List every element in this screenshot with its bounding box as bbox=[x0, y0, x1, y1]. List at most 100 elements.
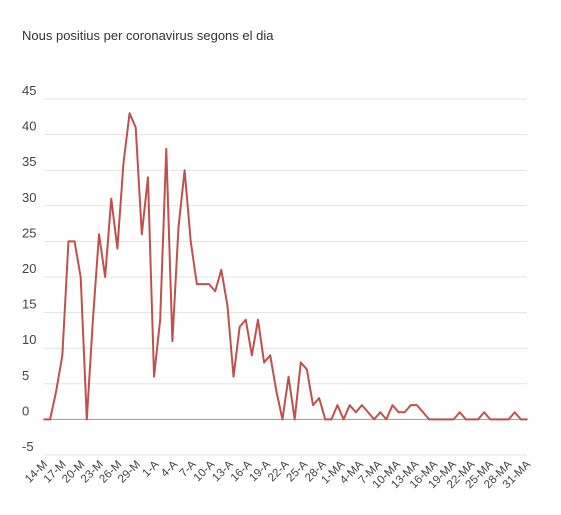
data-point bbox=[526, 418, 528, 421]
data-point bbox=[495, 418, 498, 421]
data-point bbox=[147, 176, 149, 179]
data-point bbox=[251, 354, 253, 357]
y-axis-ticks: -5 0 5 10 15 20 25 30 35 40 45 bbox=[22, 83, 36, 454]
data-point bbox=[501, 418, 504, 421]
data-point bbox=[293, 418, 296, 421]
data-point bbox=[520, 418, 522, 421]
data-point bbox=[61, 354, 64, 357]
data-point bbox=[244, 318, 247, 321]
data-point bbox=[397, 411, 400, 414]
data-point bbox=[416, 404, 418, 406]
data-point bbox=[330, 418, 333, 421]
data-point bbox=[55, 390, 58, 392]
data-point bbox=[49, 418, 51, 421]
data-point bbox=[43, 418, 45, 421]
data-point bbox=[489, 418, 492, 421]
y-tick-label: 25 bbox=[22, 225, 36, 240]
data-point bbox=[238, 326, 241, 328]
data-point bbox=[312, 404, 314, 406]
y-tick-label: 35 bbox=[22, 154, 36, 169]
y-tick-label: 5 bbox=[22, 368, 29, 383]
data-point bbox=[134, 126, 137, 129]
data-point bbox=[299, 361, 302, 364]
data-point bbox=[465, 418, 467, 421]
y-tick-label: -5 bbox=[22, 439, 34, 454]
data-point bbox=[281, 418, 284, 421]
data-point bbox=[452, 418, 455, 421]
data-point bbox=[391, 404, 394, 406]
data-point bbox=[318, 397, 320, 399]
data-point bbox=[361, 404, 363, 406]
data-point bbox=[153, 375, 155, 378]
data-point bbox=[189, 240, 192, 243]
data-point bbox=[434, 418, 437, 421]
data-point bbox=[183, 169, 186, 171]
data-point bbox=[196, 283, 198, 285]
data-point bbox=[232, 375, 235, 378]
data-point bbox=[202, 283, 204, 285]
data-point bbox=[348, 404, 351, 406]
data-point bbox=[342, 418, 345, 421]
data-point bbox=[513, 411, 516, 414]
data-point bbox=[458, 411, 461, 414]
y-tick-label: 40 bbox=[22, 119, 36, 134]
data-point bbox=[275, 390, 278, 392]
data-point bbox=[92, 318, 94, 321]
y-tick-label: 0 bbox=[22, 403, 29, 418]
data-point bbox=[269, 354, 272, 357]
data-point bbox=[336, 404, 339, 406]
data-point bbox=[263, 361, 265, 364]
data-point bbox=[257, 318, 259, 321]
data-point bbox=[171, 340, 174, 342]
data-point bbox=[98, 233, 100, 236]
data-point bbox=[422, 411, 424, 414]
data-point bbox=[208, 283, 210, 285]
data-point bbox=[110, 197, 113, 200]
data-point bbox=[220, 269, 223, 271]
x-tick-label: 1-A bbox=[140, 458, 161, 479]
y-tick-label: 30 bbox=[22, 190, 36, 205]
data-point bbox=[104, 276, 106, 278]
data-point bbox=[446, 418, 449, 421]
data-point bbox=[440, 418, 443, 421]
data-point bbox=[165, 148, 168, 150]
data-point bbox=[128, 112, 131, 115]
data-point bbox=[471, 418, 473, 421]
y-tick-label: 10 bbox=[22, 332, 36, 347]
data-point bbox=[67, 240, 70, 243]
data-point bbox=[73, 240, 76, 243]
data-point bbox=[116, 247, 119, 250]
data-point bbox=[85, 418, 88, 421]
data-point bbox=[122, 162, 125, 164]
data-point bbox=[141, 233, 143, 236]
data-point bbox=[385, 418, 388, 421]
plot-area bbox=[43, 112, 528, 421]
data-point bbox=[367, 411, 369, 414]
data-point bbox=[373, 418, 375, 421]
data-point bbox=[306, 368, 308, 371]
data-point bbox=[379, 411, 382, 414]
chart-title: Nous positius per coronavirus segons el … bbox=[22, 28, 274, 43]
y-tick-label: 15 bbox=[22, 297, 36, 312]
data-point bbox=[403, 411, 406, 414]
data-point bbox=[79, 276, 82, 278]
x-tick-label: 4-A bbox=[159, 458, 180, 479]
gridlines bbox=[44, 98, 527, 456]
data-point bbox=[177, 226, 180, 228]
data-point bbox=[428, 418, 430, 421]
y-tick-label: 45 bbox=[22, 83, 36, 98]
data-point bbox=[410, 404, 412, 406]
x-tick-label: 29-M bbox=[116, 459, 143, 486]
data-point bbox=[214, 290, 216, 293]
data-point bbox=[355, 411, 357, 414]
data-point bbox=[483, 411, 486, 414]
data-point bbox=[287, 375, 290, 378]
data-point bbox=[159, 318, 161, 321]
x-axis-ticks: 14-M17-M20-M23-M26-M29-M1-A4-A7-A10-A13-… bbox=[23, 458, 533, 491]
data-point bbox=[324, 418, 327, 421]
series-line bbox=[44, 112, 527, 421]
data-point bbox=[507, 418, 510, 421]
data-point bbox=[226, 304, 229, 307]
y-tick-label: 20 bbox=[22, 261, 36, 276]
